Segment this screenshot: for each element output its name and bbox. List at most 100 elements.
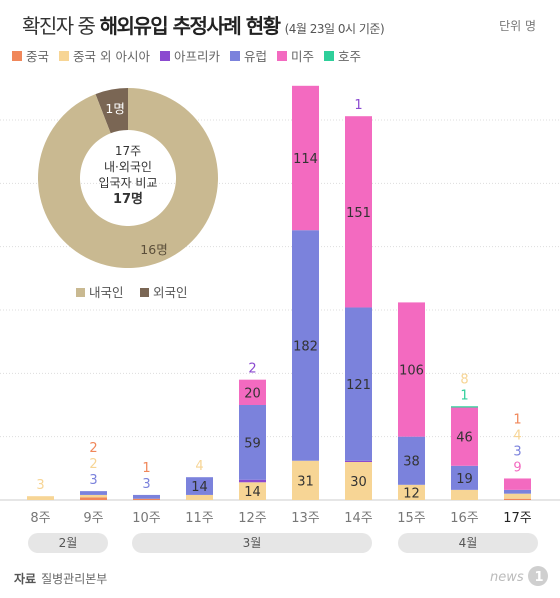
data-label: 1 (142, 461, 150, 476)
data-label: 3 (142, 477, 150, 492)
bar-segment (186, 477, 213, 495)
bar-segment (239, 482, 266, 500)
source-label: 자료 (14, 572, 37, 586)
legend-label: 아프리카 (173, 49, 220, 64)
source-note: 자료 질병관리본부 (14, 570, 107, 587)
legend-swatch (159, 50, 170, 61)
legend: 중국 중국 외 아시아 아프리카 유럽 미주 호주 (12, 46, 361, 65)
bar-segment (239, 479, 266, 483)
donut-center-text: 입국자 비교 (98, 176, 157, 190)
month-pill-apr: 4월 (398, 533, 538, 553)
legend-swatch (12, 50, 22, 61)
bar-segment (239, 405, 266, 480)
bar-segment (451, 406, 478, 408)
bar-segment (345, 462, 372, 500)
bar-segment (398, 484, 425, 500)
x-tick-label: 16주 (450, 511, 479, 526)
bar-segment (398, 436, 425, 485)
data-label: 4 (513, 428, 521, 443)
data-label: 30 (350, 475, 367, 490)
x-axis-labels: 8주 9주 10주 11주 12주 13주 14주 15주 16주 17주 (30, 511, 531, 526)
data-label: 114 (293, 152, 318, 167)
data-label: 182 (293, 339, 318, 354)
x-tick-label: 13주 (291, 511, 320, 526)
svg-text:1: 1 (535, 570, 544, 585)
bar-segment (80, 494, 107, 498)
legend-item-china: 중국 (12, 46, 49, 65)
data-label: 46 (456, 431, 473, 446)
donut-legend-label: 내국인 (89, 285, 124, 300)
bar-segment (239, 379, 266, 405)
legend-label: 중국 외 아시아 (73, 49, 150, 64)
data-label: 121 (346, 378, 371, 393)
legend-swatch (59, 50, 70, 61)
bar-segment (504, 489, 531, 494)
data-label: 31 (297, 474, 314, 489)
bar-segment (451, 465, 478, 490)
data-label: 106 (399, 364, 424, 379)
title-bold: 해외유입 추정사례 현황 (99, 14, 281, 38)
title-subtitle: (4월 23일 0시 기준) (284, 22, 385, 36)
donut-legend-label: 외국인 (153, 285, 188, 300)
bar-segment (27, 496, 54, 500)
data-label: 3 (89, 473, 97, 488)
donut-slice-label: 16명 (140, 242, 167, 257)
chart-title: 확진자 중 해외유입 추정사례 현황 (4월 23일 0시 기준) (22, 10, 385, 39)
data-label: 2 (248, 362, 256, 377)
x-tick-label: 8주 (30, 511, 50, 526)
data-label: 2 (89, 441, 97, 456)
x-tick-label: 12주 (238, 511, 267, 526)
data-label: 1 (354, 98, 362, 113)
x-tick-label: 17주 (503, 511, 532, 526)
legend-swatch (277, 50, 287, 61)
donut-slice (38, 88, 219, 269)
donut-legend-swatch (140, 288, 149, 297)
bar-segment (133, 498, 160, 500)
data-label: 12 (403, 486, 420, 501)
data-label: 14 (191, 480, 208, 495)
legend-label: 미주 (291, 49, 315, 64)
x-tick-label: 9주 (83, 511, 103, 526)
donut-slice-label: 1명 (105, 101, 124, 116)
donut-center-text: 17주 (115, 144, 141, 158)
bar-segment (345, 116, 372, 308)
month-pill-feb: 2월 (28, 533, 108, 553)
month-pill-mar: 3월 (132, 533, 372, 553)
bar-segment (133, 494, 160, 499)
bar-segment (292, 230, 319, 461)
bar-segment (504, 478, 531, 490)
donut-center-text: 내·외국인 (104, 160, 152, 174)
legend-label: 중국 (26, 49, 50, 64)
unit-label: 단위 명 (499, 19, 536, 33)
data-label: 4 (195, 459, 203, 474)
bar-segment (451, 407, 478, 466)
x-tick-label: 11주 (185, 511, 214, 526)
donut-slice (95, 88, 128, 134)
data-label: 59 (244, 436, 261, 451)
bar-segment (292, 460, 319, 500)
data-label: 9 (513, 460, 521, 475)
data-label: 151 (346, 206, 371, 221)
data-label: 1 (513, 412, 521, 427)
bar-segment (292, 85, 319, 231)
source-text: 질병관리본부 (41, 572, 108, 586)
news1-logo: news 1 (490, 566, 548, 586)
bar-segment (345, 460, 372, 462)
data-label: 3 (36, 478, 44, 493)
data-label: 19 (456, 472, 473, 487)
bar-segment (451, 489, 478, 500)
bar-segment (345, 307, 372, 461)
bar-segment (398, 302, 425, 437)
data-label: 8 (460, 372, 468, 387)
legend-item-australia: 호주 (324, 46, 361, 65)
data-label: 38 (403, 455, 420, 470)
data-label: 14 (244, 485, 261, 500)
data-label: 1 (460, 388, 468, 403)
svg-text:news: news (490, 570, 524, 585)
legend-label: 호주 (338, 49, 362, 64)
donut-center-text: 17명 (113, 191, 143, 207)
data-label: 20 (244, 386, 261, 401)
data-label: 2 (89, 457, 97, 472)
